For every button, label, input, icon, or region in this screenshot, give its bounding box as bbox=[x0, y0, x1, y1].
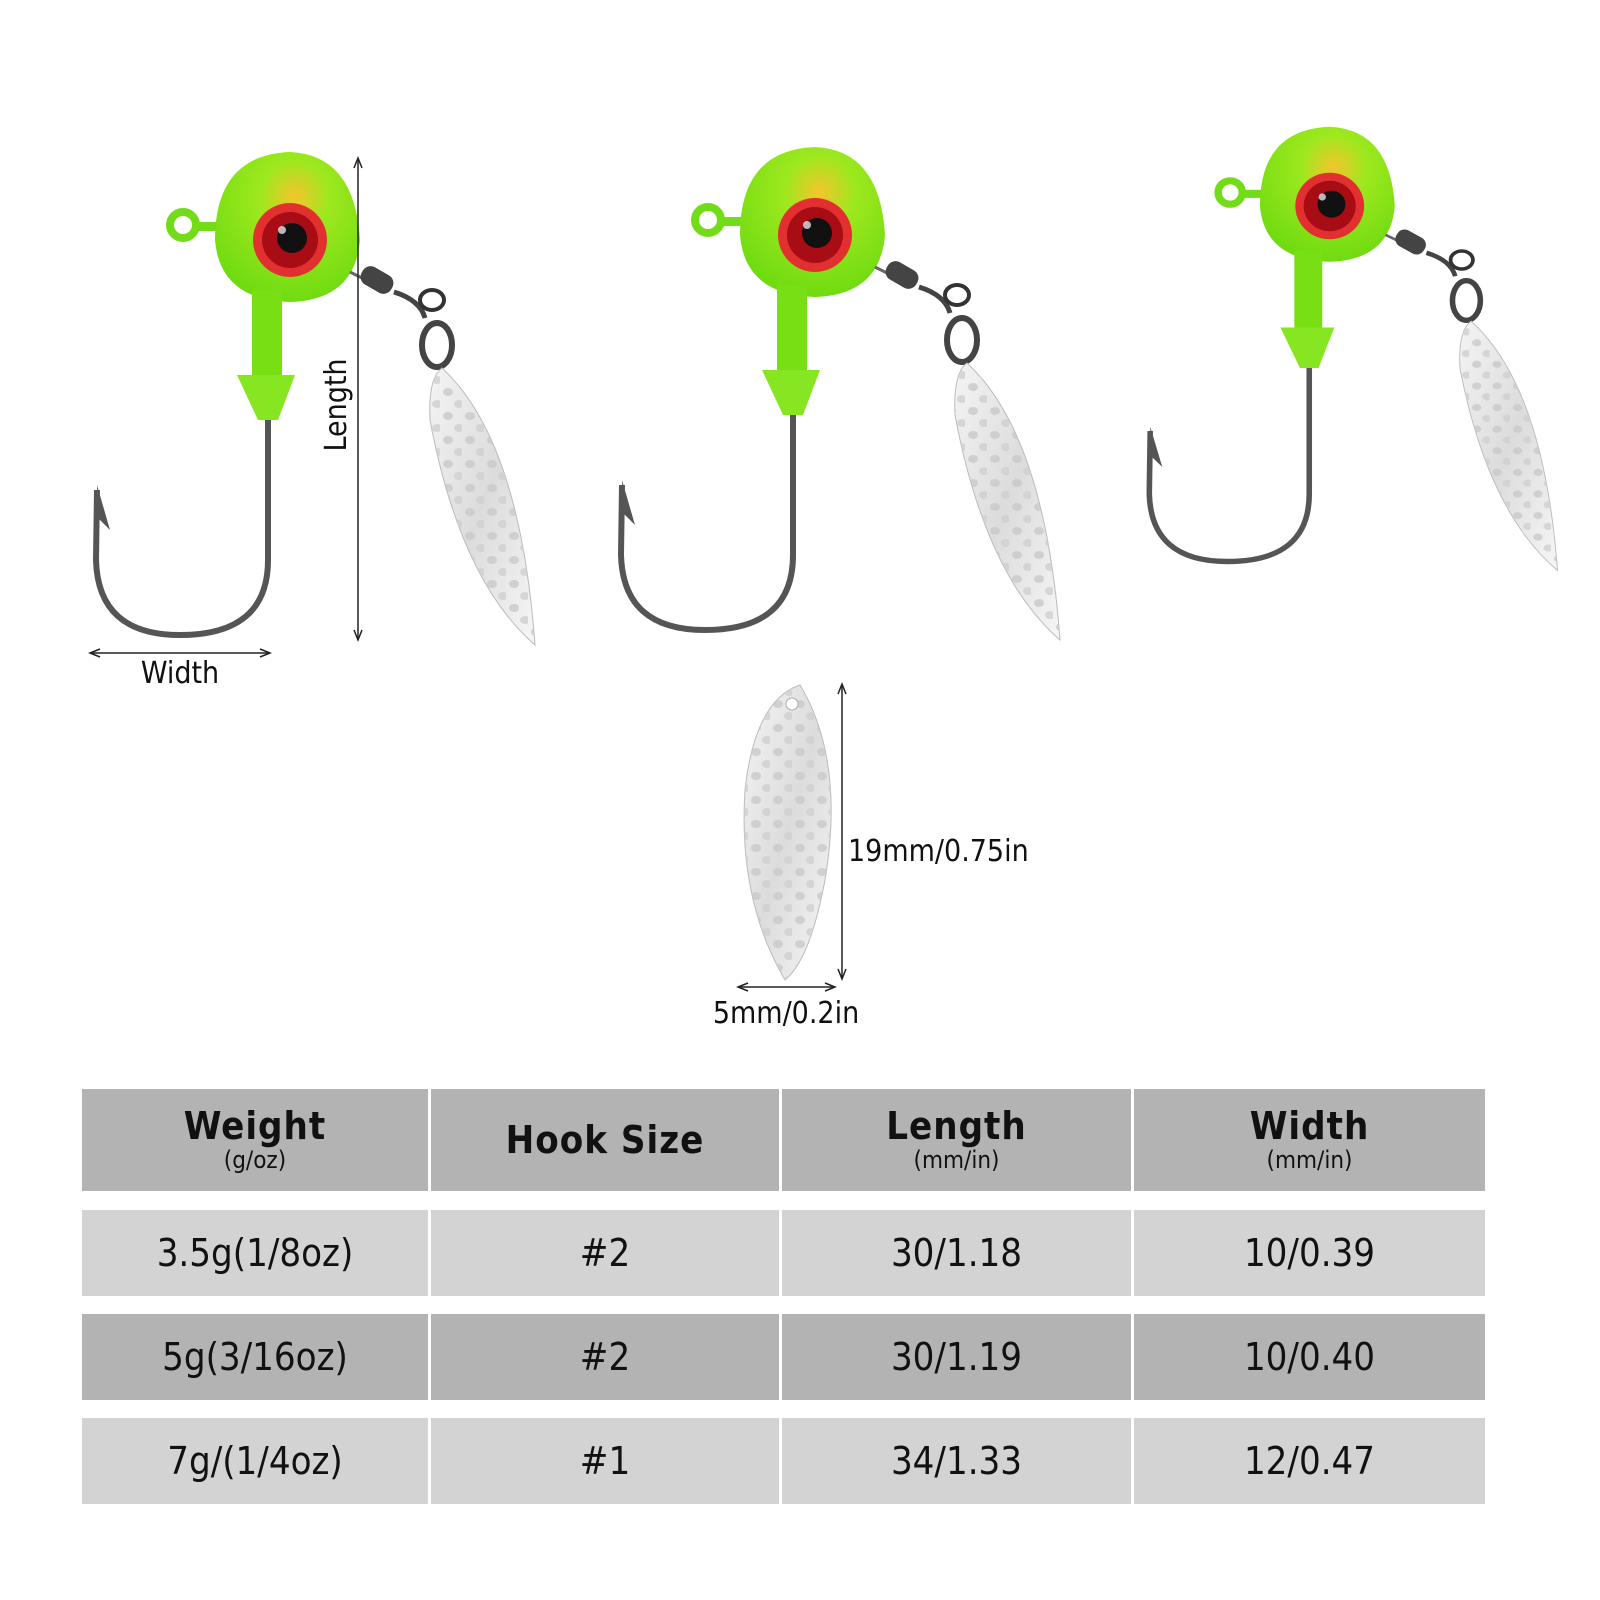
table-header-row: Weight (g/oz) Hook Size Length (mm/in) Wid… bbox=[82, 1089, 1485, 1191]
cell-length: 30/1.18 bbox=[782, 1210, 1131, 1296]
cell-width: 12/0.47 bbox=[1134, 1418, 1485, 1504]
length-label: Length bbox=[319, 358, 354, 451]
cell-weight: 5g(3/16oz) bbox=[82, 1314, 428, 1400]
jig-lure-large bbox=[1149, 127, 1557, 571]
header-unit: (mm/in) bbox=[913, 1146, 1000, 1174]
header-main: Hook Size bbox=[505, 1118, 705, 1162]
cell-weight: 3.5g(1/8oz) bbox=[82, 1210, 428, 1296]
product-illustration: Length Width 19mm/0.75in 5mm/0.2in bbox=[87, 0, 1600, 1031]
blade-length-label: 19mm/0.75in bbox=[848, 834, 1029, 869]
header-main: Length bbox=[886, 1104, 1027, 1148]
header-weight: Weight (g/oz) bbox=[82, 1089, 428, 1191]
cell-hook-size: #1 bbox=[431, 1418, 779, 1504]
cell-length: 30/1.19 bbox=[782, 1314, 1131, 1400]
jig-lure-small bbox=[96, 152, 535, 645]
header-main: Width bbox=[1249, 1104, 1370, 1148]
spinner-blade bbox=[743, 684, 832, 981]
cell-hook-size: #2 bbox=[431, 1210, 779, 1296]
jig-lure-medium bbox=[621, 147, 1060, 640]
header-length: Length (mm/in) bbox=[782, 1089, 1131, 1191]
cell-weight: 7g/(1/4oz) bbox=[82, 1418, 428, 1504]
table-row: 3.5g(1/8oz) #2 30/1.18 10/0.39 bbox=[82, 1210, 1485, 1296]
header-main: Weight bbox=[183, 1104, 327, 1148]
cell-width: 10/0.40 bbox=[1134, 1314, 1485, 1400]
table-row: 5g(3/16oz) #2 30/1.19 10/0.40 bbox=[82, 1314, 1485, 1400]
cell-width: 10/0.39 bbox=[1134, 1210, 1485, 1296]
header-unit: (mm/in) bbox=[1266, 1146, 1353, 1174]
header-hook-size: Hook Size bbox=[431, 1089, 779, 1191]
width-label: Width bbox=[141, 656, 219, 691]
spec-table: Weight (g/oz) Hook Size Length (mm/in) Wid… bbox=[82, 1089, 1485, 1522]
cell-hook-size: #2 bbox=[431, 1314, 779, 1400]
header-width: Width (mm/in) bbox=[1134, 1089, 1485, 1191]
header-unit: (g/oz) bbox=[223, 1146, 287, 1174]
table-row: 7g/(1/4oz) #1 34/1.33 12/0.47 bbox=[82, 1418, 1485, 1504]
cell-length: 34/1.33 bbox=[782, 1418, 1131, 1504]
blade-width-label: 5mm/0.2in bbox=[713, 996, 859, 1031]
